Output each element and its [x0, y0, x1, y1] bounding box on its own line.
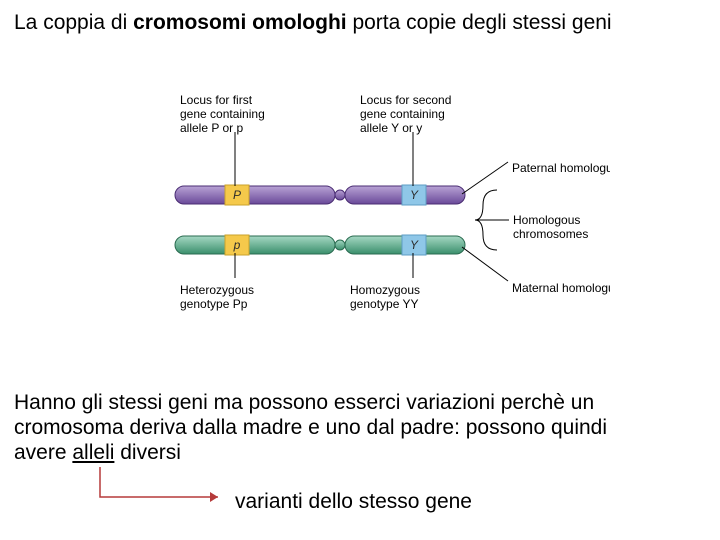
- svg-text:Homozygous: Homozygous: [350, 283, 420, 297]
- body-line2: cromosoma deriva dalla madre e uno dal p…: [14, 416, 607, 439]
- svg-text:Paternal homologue: Paternal homologue: [512, 161, 610, 175]
- svg-text:p: p: [233, 238, 241, 252]
- slide-title: La coppia di cromosomi omologhi porta co…: [14, 10, 706, 36]
- body-line1: Hanno gli stessi geni ma possono esserci…: [14, 391, 594, 414]
- svg-text:allele Y or y: allele Y or y: [360, 121, 422, 135]
- svg-text:genotype YY: genotype YY: [350, 297, 419, 311]
- svg-text:Locus for first: Locus for first: [180, 93, 253, 107]
- title-pre: La coppia di: [14, 11, 133, 34]
- svg-text:gene containing: gene containing: [360, 107, 445, 121]
- svg-text:Locus for second: Locus for second: [360, 93, 451, 107]
- svg-text:Maternal homologue: Maternal homologue: [512, 281, 610, 295]
- svg-text:Y: Y: [410, 188, 419, 202]
- svg-text:Homologous: Homologous: [513, 213, 580, 227]
- title-bold: cromosomi omologhi: [133, 11, 347, 34]
- svg-text:P: P: [233, 188, 241, 202]
- svg-text:chromosomes: chromosomes: [513, 227, 588, 241]
- svg-text:gene containing: gene containing: [180, 107, 265, 121]
- body-paragraph: Hanno gli stessi geni ma possono esserci…: [14, 390, 706, 466]
- body-line3-post: diversi: [114, 441, 181, 464]
- body-line3-pre: avere: [14, 441, 72, 464]
- body-line3-underline: alleli: [72, 441, 114, 464]
- svg-text:allele P or p: allele P or p: [180, 121, 243, 135]
- variant-definition: varianti dello stesso gene: [235, 490, 472, 514]
- definition-arrow: [90, 465, 230, 505]
- title-post: porta copie degli stessi geni: [347, 11, 612, 34]
- chromosome-diagram: PYpYLocus for firstgene containingallele…: [120, 80, 610, 320]
- svg-text:genotype Pp: genotype Pp: [180, 297, 248, 311]
- svg-text:Heterozygous: Heterozygous: [180, 283, 254, 297]
- svg-text:Y: Y: [410, 238, 419, 252]
